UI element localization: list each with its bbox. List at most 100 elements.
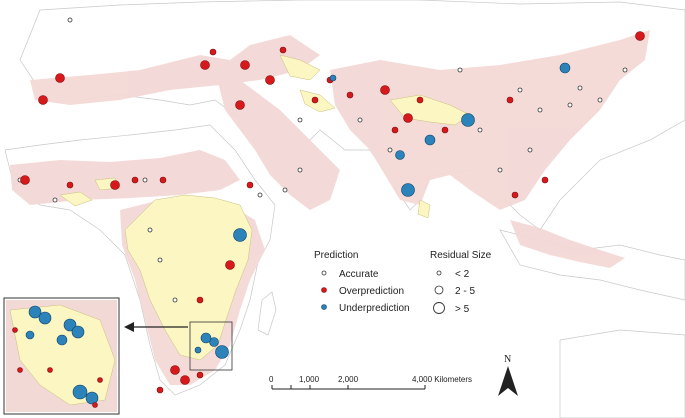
inset-point-over <box>17 367 23 373</box>
suitable-madagascar <box>417 199 431 219</box>
scale-label-0: 0 <box>269 375 274 384</box>
point-under <box>209 337 219 347</box>
point-over <box>55 73 65 83</box>
legend-size-small <box>436 270 442 276</box>
point-accurate <box>142 177 148 183</box>
inset-point-over <box>47 367 53 373</box>
range-asia <box>330 30 650 210</box>
point-over <box>180 375 190 385</box>
point-accurate <box>597 97 603 103</box>
legend-accurate-symbol <box>321 270 327 276</box>
point-over <box>235 100 245 110</box>
madagascar-landmass <box>257 291 277 336</box>
point-over <box>265 75 275 85</box>
legend-size-small-label: < 2 <box>455 269 470 280</box>
point-over <box>209 48 217 56</box>
point-over <box>200 60 210 70</box>
legend-residual-title: Residual Size <box>430 250 492 261</box>
legend-size-medium-label: 2 - 5 <box>455 286 475 297</box>
scale-label-1000: 1,000 <box>299 375 320 384</box>
point-over <box>170 365 180 375</box>
north-arrow-label: N <box>504 354 511 365</box>
inset-point-under <box>28 305 42 319</box>
legend: Prediction Accurate Overprediction Under… <box>314 250 492 315</box>
inset-point-under <box>71 325 85 339</box>
point-accurate <box>457 67 463 73</box>
inset-point-under <box>56 334 68 346</box>
point-over <box>403 113 413 123</box>
point-accurate <box>157 257 163 263</box>
point-accurate <box>497 167 503 173</box>
overprediction-points <box>20 31 645 394</box>
point-accurate <box>297 167 303 173</box>
range-sahel <box>10 150 240 205</box>
point-under <box>401 183 415 197</box>
point-under <box>559 62 571 74</box>
point-accurate <box>282 187 288 193</box>
point-accurate <box>527 147 533 153</box>
point-accurate <box>172 297 178 303</box>
suitable-middle-east <box>279 54 321 81</box>
inset-arrow <box>124 322 188 332</box>
point-accurate <box>537 107 543 113</box>
legend-over-symbol <box>321 287 327 293</box>
accurate-points <box>17 17 628 303</box>
point-accurate <box>387 147 393 153</box>
point-accurate <box>477 127 483 133</box>
inset-suitable <box>9 304 116 406</box>
point-under <box>215 345 229 359</box>
inset-point-under <box>25 330 35 340</box>
suitable-sahel-1 <box>59 191 93 207</box>
legend-under-symbol <box>321 304 327 310</box>
underprediction-points <box>194 62 571 359</box>
point-accurate <box>67 17 73 23</box>
point-accurate <box>357 117 363 123</box>
point-over <box>159 176 167 184</box>
point-over <box>391 126 399 134</box>
point-over <box>240 60 250 70</box>
point-under <box>461 113 475 127</box>
scale-label-4000: 4,000 Kilometers <box>412 375 472 384</box>
inset-point-over <box>12 327 18 333</box>
point-under <box>395 150 405 160</box>
inset-arrow-head <box>124 322 134 332</box>
legend-prediction-title: Prediction <box>314 250 358 261</box>
point-over <box>380 85 390 95</box>
australia-landmass <box>559 329 685 418</box>
point-accurate <box>577 85 583 91</box>
point-over <box>156 386 164 394</box>
scale-label-2000: 2,000 <box>338 375 359 384</box>
inset-map <box>3 297 120 415</box>
point-over <box>541 176 549 184</box>
north-arrow-icon <box>498 366 518 396</box>
legend-size-large <box>433 302 445 314</box>
legend-size-large-label: > 5 <box>455 304 470 315</box>
inset-point-over <box>97 377 103 383</box>
legend-over-label: Overprediction <box>339 286 404 297</box>
point-accurate <box>622 67 628 73</box>
legend-under-label: Underprediction <box>339 303 410 314</box>
point-accurate <box>517 87 523 93</box>
legend-size-medium <box>434 285 444 295</box>
scale-bar: 0 1,000 2,000 4,000 Kilometers <box>269 375 472 390</box>
point-accurate <box>567 102 573 108</box>
point-over <box>441 126 449 134</box>
range-sea <box>510 220 625 268</box>
inset-marker-box <box>189 321 233 371</box>
inset-point-under <box>63 318 77 332</box>
point-over <box>225 260 235 270</box>
point-accurate <box>257 192 263 198</box>
north-arrow: N <box>498 354 518 396</box>
point-over <box>635 31 645 41</box>
point-over <box>110 180 120 190</box>
inset-point-under <box>85 391 99 405</box>
point-over <box>311 96 319 104</box>
point-over <box>196 296 204 304</box>
point-over <box>279 46 287 54</box>
point-under <box>424 134 436 146</box>
point-over <box>131 176 139 184</box>
point-over <box>66 181 74 189</box>
suitable-southern-africa <box>124 194 253 361</box>
point-over <box>38 95 48 105</box>
inset-point-under <box>72 384 88 400</box>
